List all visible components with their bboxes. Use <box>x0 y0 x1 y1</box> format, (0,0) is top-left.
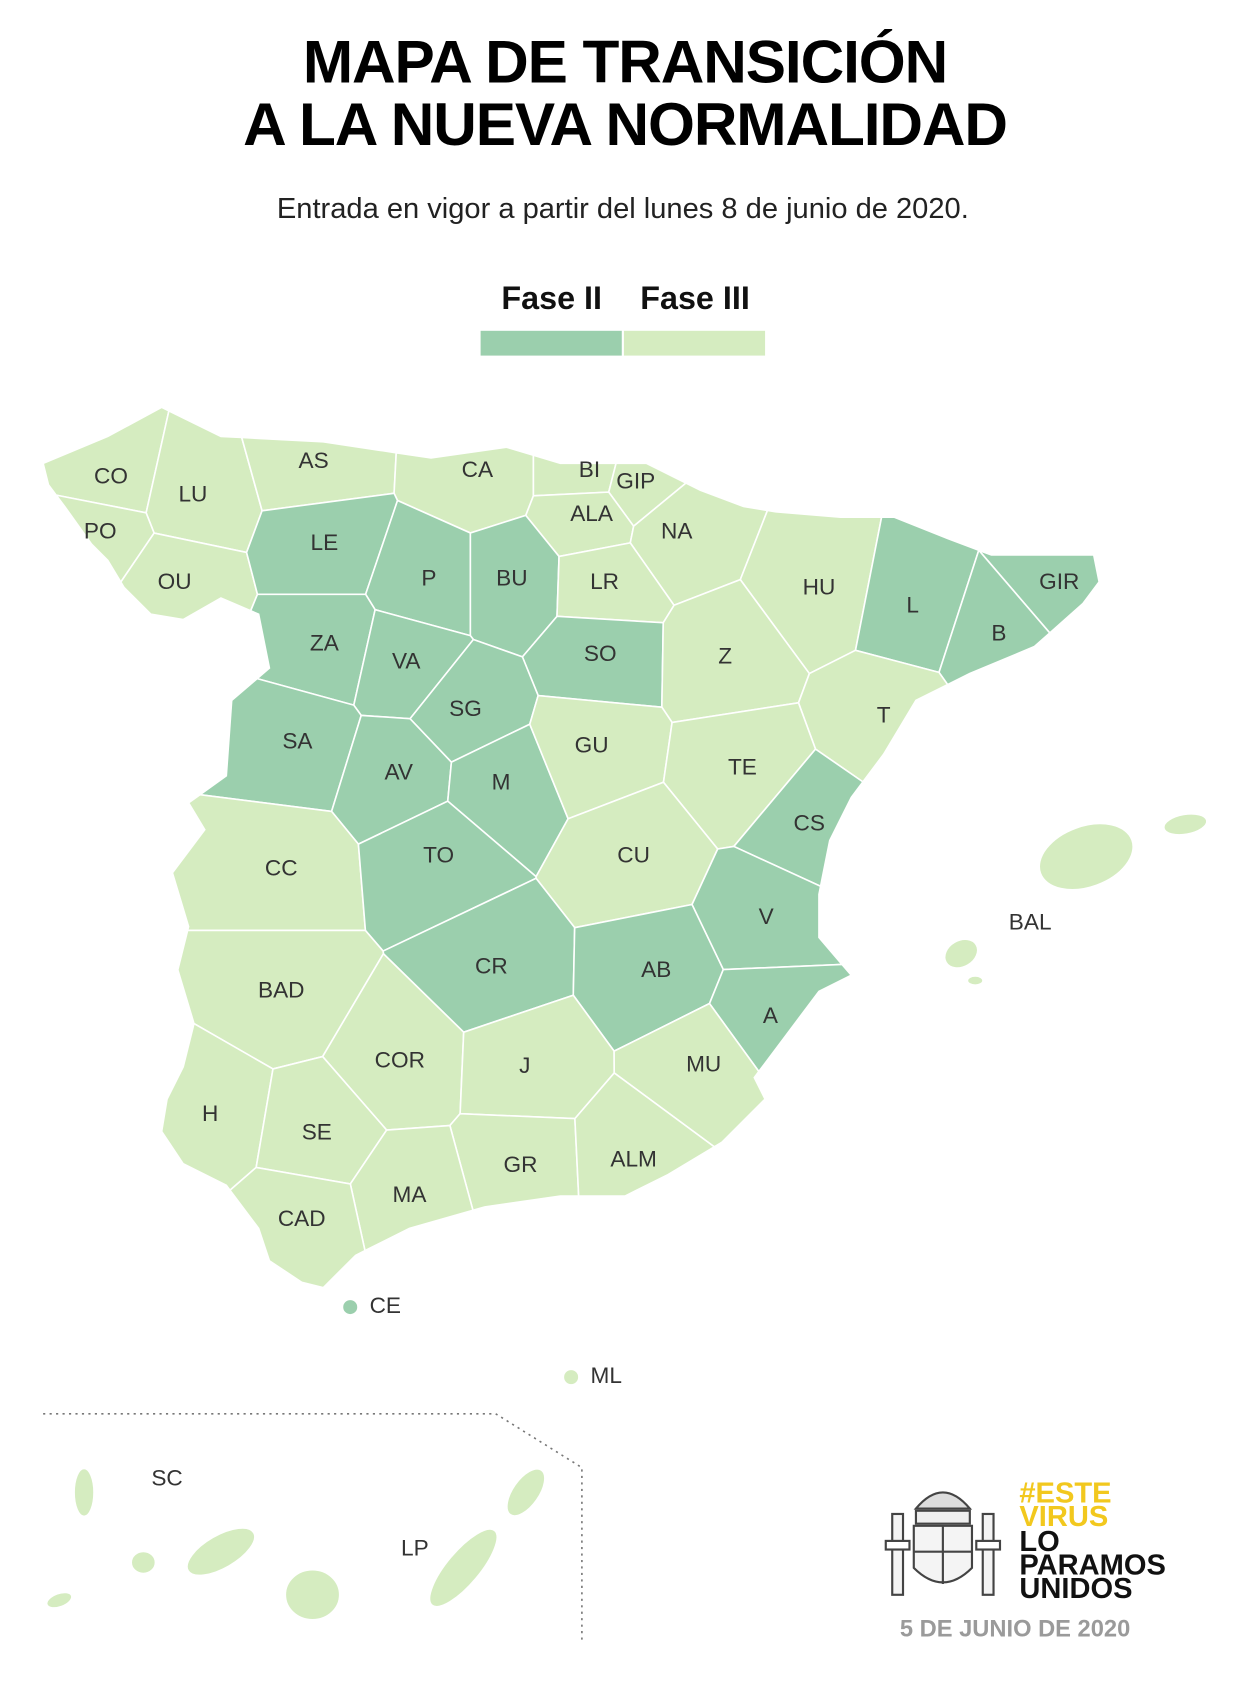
province-label: AS <box>298 448 328 473</box>
province-label: CS <box>794 810 825 835</box>
province <box>54 493 156 584</box>
province-label: SG <box>449 696 482 721</box>
province-island <box>46 1592 73 1609</box>
province-label: TE <box>728 754 757 779</box>
province-label: NA <box>661 518 693 543</box>
province <box>574 1071 716 1197</box>
province-label: P <box>421 566 436 591</box>
province <box>532 454 618 497</box>
province-label: ALA <box>570 501 614 526</box>
province-label: SA <box>282 728 313 753</box>
province-island <box>1038 823 1134 891</box>
province-label: LP <box>401 1535 429 1560</box>
province-label: CC <box>265 856 298 881</box>
province-label: SE <box>302 1120 332 1145</box>
province-label: GU <box>575 733 609 758</box>
province-island <box>285 1569 340 1621</box>
province-label: CR <box>475 954 508 979</box>
province-label: BAL <box>1009 909 1052 934</box>
province-label: GIP <box>616 469 655 494</box>
province-label: M <box>492 769 511 794</box>
province-label: AB <box>641 957 671 982</box>
legend-swatch <box>623 330 766 356</box>
title-line: MAPA DE TRANSICIÓN <box>303 28 947 96</box>
province-label: LU <box>178 482 207 507</box>
provinces <box>42 406 1208 1621</box>
logo-hashtag: VIRUS <box>1019 1501 1108 1533</box>
province-label: CO <box>94 463 128 488</box>
province <box>708 963 853 1073</box>
province-label: BAD <box>258 977 305 1002</box>
logo-hashtag: #ESTE <box>1019 1477 1111 1509</box>
province-label: COR <box>375 1047 425 1072</box>
subtitle: Entrada en vigor a partir del lunes 8 de… <box>277 193 969 225</box>
province-island <box>130 1551 156 1574</box>
province-label: T <box>877 703 891 728</box>
province-label: CU <box>617 843 650 868</box>
province-island <box>73 1468 95 1517</box>
logo-motto: LO <box>1019 1526 1059 1558</box>
province-label: CE <box>370 1293 401 1318</box>
province-island <box>1163 813 1208 836</box>
province-label: MA <box>393 1182 428 1207</box>
province-island <box>563 1369 580 1386</box>
province-label: BU <box>496 566 527 591</box>
province <box>228 1166 366 1289</box>
province-label: AV <box>384 760 412 785</box>
logo-motto: PARAMOS <box>1019 1549 1165 1581</box>
title-line: A LA NUEVA NORMALIDAD <box>243 90 1007 158</box>
province-label: L <box>906 593 919 618</box>
province-label: Z <box>718 643 732 668</box>
province-label: V <box>759 904 774 929</box>
logo-motto: UNIDOS <box>1019 1573 1132 1605</box>
province-label: SO <box>584 641 617 666</box>
province-label: LE <box>311 530 339 555</box>
province-label: B <box>991 621 1006 646</box>
legend-label: Fase III <box>640 280 750 316</box>
province-label: HU <box>803 574 836 599</box>
province-label: ALM <box>610 1146 657 1171</box>
province-label: GIR <box>1039 569 1079 594</box>
province-label: MU <box>686 1052 721 1077</box>
province-label: PO <box>84 518 117 543</box>
province-island <box>429 1528 498 1607</box>
province-label: SC <box>151 1465 182 1490</box>
province-label: TO <box>423 843 454 868</box>
province-label: ML <box>591 1363 622 1388</box>
canary-border <box>43 1412 583 1644</box>
province-island <box>506 1468 546 1517</box>
province-label: LR <box>590 569 619 594</box>
province-label: J <box>519 1053 530 1078</box>
province-label: ZA <box>310 630 340 655</box>
province-label: VA <box>392 649 421 674</box>
province-island <box>944 938 979 969</box>
province-label: BI <box>579 457 600 482</box>
province-label: GR <box>504 1152 538 1177</box>
legend-label: Fase II <box>501 280 602 316</box>
province-label: H <box>202 1101 218 1126</box>
province-label: CA <box>462 457 494 482</box>
legend-swatch <box>480 330 622 356</box>
province-label: CAD <box>278 1206 326 1231</box>
province-island <box>186 1527 256 1576</box>
date: 5 DE JUNIO DE 2020 <box>900 1617 1130 1643</box>
province-label: A <box>763 1003 779 1028</box>
province-island <box>342 1298 359 1316</box>
coat-of-arms <box>884 1491 1002 1596</box>
legend: Fase II Fase III <box>480 280 766 356</box>
province-island <box>967 975 984 986</box>
province-label: OU <box>158 569 192 594</box>
